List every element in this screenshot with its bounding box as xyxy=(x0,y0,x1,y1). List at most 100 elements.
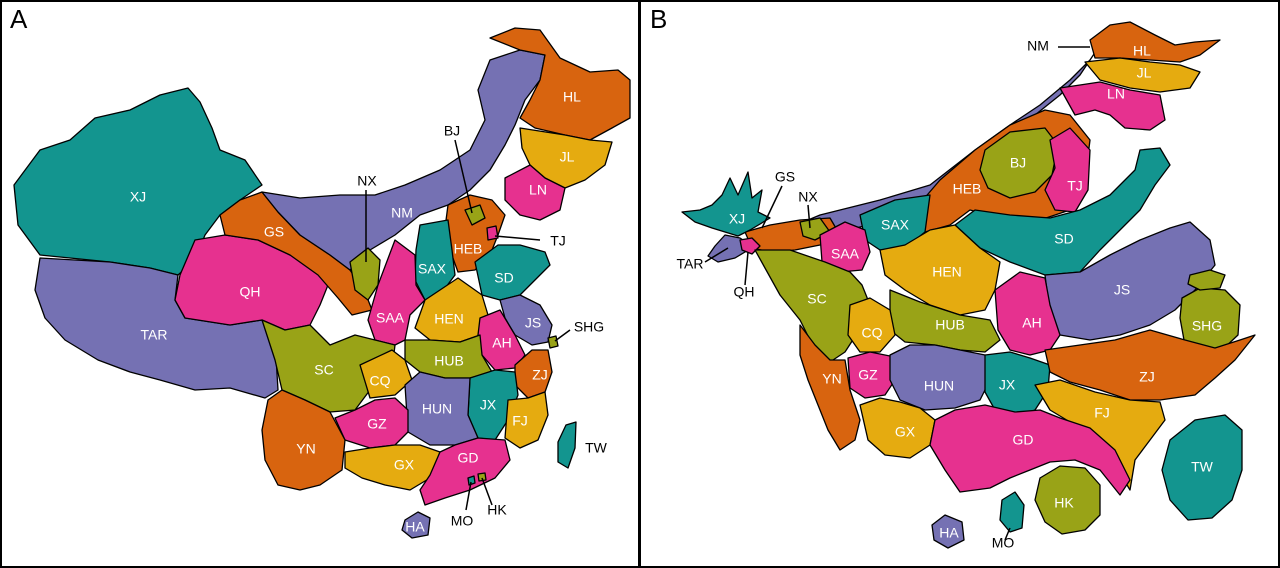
label-a-ZJ: ZJ xyxy=(532,367,548,383)
label-b-FJ: FJ xyxy=(1094,405,1110,421)
label-a-MO: MO xyxy=(451,513,474,529)
label-a-SC: SC xyxy=(314,362,333,378)
region-b-YN[interactable] xyxy=(799,324,861,451)
label-a-HUB: HUB xyxy=(434,353,464,369)
label-a-TJ: TJ xyxy=(550,233,566,249)
region-a-FJ[interactable] xyxy=(504,391,549,449)
label-b-SC: SC xyxy=(807,291,826,307)
label-a-GX: GX xyxy=(394,457,415,473)
region-a-MO[interactable] xyxy=(467,475,476,486)
label-b-ZJ: ZJ xyxy=(1139,369,1155,385)
label-a-NM: NM xyxy=(391,205,413,221)
region-a-SD[interactable] xyxy=(474,244,551,301)
region-b-ZJ[interactable] xyxy=(1044,329,1256,401)
region-b-JL[interactable] xyxy=(1084,57,1201,93)
label-a-FJ: FJ xyxy=(512,413,528,429)
region-b-GD[interactable] xyxy=(929,404,1131,496)
label-a-LN: LN xyxy=(529,182,547,198)
region-a-TAR[interactable] xyxy=(34,257,279,399)
label-b-SAX: SAX xyxy=(881,217,910,233)
label-b-GX: GX xyxy=(895,424,916,440)
label-a-SAX: SAX xyxy=(418,261,447,277)
region-a-TJ[interactable] xyxy=(486,225,499,241)
region-a-HK[interactable] xyxy=(477,472,487,482)
region-b-JX[interactable] xyxy=(984,351,1051,419)
label-b-JL: JL xyxy=(1137,65,1152,81)
label-b-GS: GS xyxy=(775,169,795,185)
label-a-XJ: XJ xyxy=(130,189,146,205)
label-b-TJ: TJ xyxy=(1067,178,1083,194)
label-b-SD: SD xyxy=(1054,231,1073,247)
region-b-HL[interactable] xyxy=(1089,21,1221,63)
region-a-SAA[interactable] xyxy=(367,239,426,346)
region-a-GZ[interactable] xyxy=(334,397,409,449)
label-b-NM: NM xyxy=(1027,38,1049,54)
region-a-TW[interactable] xyxy=(557,421,577,469)
region-b-HA[interactable] xyxy=(931,514,965,549)
region-b-HK[interactable] xyxy=(1034,465,1101,535)
leader-a-SHG xyxy=(554,329,571,342)
region-b-AH[interactable] xyxy=(994,271,1061,356)
label-b-NX: NX xyxy=(798,189,818,205)
leader-b-GS xyxy=(761,185,783,229)
label-a-SAA: SAA xyxy=(376,310,405,326)
label-a-SHG: SHG xyxy=(574,319,604,335)
label-a-NX: NX xyxy=(357,173,377,189)
region-a-YN[interactable] xyxy=(261,389,346,491)
region-b-TW[interactable] xyxy=(1161,414,1243,521)
label-a-BJ: BJ xyxy=(444,123,460,139)
label-b-SHG: SHG xyxy=(1192,318,1222,334)
label-a-SD: SD xyxy=(494,270,513,286)
region-a-SHG[interactable] xyxy=(547,335,559,349)
panel-b: B xyxy=(650,4,1256,551)
label-b-GZ: GZ xyxy=(858,367,878,383)
label-a-HK: HK xyxy=(487,502,507,518)
label-a-CQ: CQ xyxy=(370,373,391,389)
region-a-JL[interactable] xyxy=(519,127,613,189)
label-b-HL: HL xyxy=(1133,43,1151,59)
leader-b-TAR xyxy=(704,247,729,263)
panel-b-border xyxy=(639,0,1280,568)
label-a-JS: JS xyxy=(525,315,541,331)
region-b-CQ[interactable] xyxy=(847,297,896,353)
region-a-BJ[interactable] xyxy=(464,204,486,226)
label-b-QH: QH xyxy=(734,284,755,300)
region-b-MO[interactable] xyxy=(999,491,1025,533)
region-b-BJ[interactable] xyxy=(979,127,1059,199)
region-b-GZ[interactable] xyxy=(847,351,896,399)
region-b-XJ[interactable] xyxy=(681,171,771,237)
label-b-HUB: HUB xyxy=(935,317,965,333)
label-a-GD: GD xyxy=(458,450,479,466)
label-a-HEB: HEB xyxy=(454,241,483,257)
region-b-SHG-islet xyxy=(1187,269,1226,291)
region-a-HUN[interactable] xyxy=(404,371,479,446)
label-b-HUN: HUN xyxy=(924,378,954,394)
label-a-GS: GS xyxy=(264,224,284,240)
label-b-YN: YN xyxy=(822,371,841,387)
region-a-HL[interactable] xyxy=(489,27,631,141)
region-b-LN[interactable] xyxy=(1059,81,1166,131)
label-b-MO: MO xyxy=(992,535,1015,551)
panel-b-letter: B xyxy=(650,4,667,34)
region-a-HA[interactable] xyxy=(401,511,431,539)
label-b-LN: LN xyxy=(1107,86,1125,102)
label-a-TAR: TAR xyxy=(141,327,168,343)
label-a-TW: TW xyxy=(585,440,608,456)
label-b-TAR: TAR xyxy=(677,256,704,272)
label-b-HEB: HEB xyxy=(953,181,982,197)
leader-b-QH xyxy=(744,251,749,286)
label-a-HUN: HUN xyxy=(422,401,452,417)
label-b-TW: TW xyxy=(1191,459,1214,475)
region-a-LN[interactable] xyxy=(504,164,566,221)
label-b-SAA: SAA xyxy=(831,246,860,262)
label-a-AH: AH xyxy=(492,335,511,351)
label-b-XJ: XJ xyxy=(729,211,745,227)
region-b-HUB[interactable] xyxy=(889,289,1001,353)
label-b-HK: HK xyxy=(1054,495,1074,511)
label-b-JS: JS xyxy=(1114,282,1130,298)
region-a-GD[interactable] xyxy=(419,437,511,506)
label-b-HEN: HEN xyxy=(932,264,962,280)
label-b-HA: HA xyxy=(939,525,959,541)
label-a-HA: HA xyxy=(405,519,425,535)
